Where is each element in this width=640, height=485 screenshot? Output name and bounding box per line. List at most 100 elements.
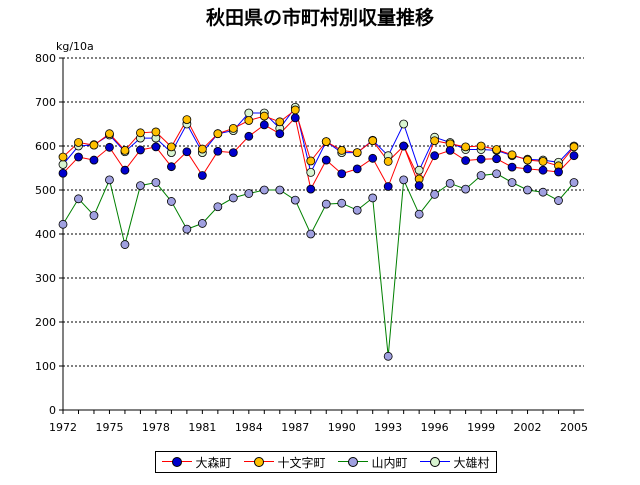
series-line-1 [62,116,575,191]
data-point-2 [430,136,440,146]
data-point-3 [136,181,145,191]
data-point-2 [290,105,300,115]
data-point-2 [89,140,99,150]
data-point-1 [166,162,176,172]
data-point-3 [461,184,471,194]
x-tick-label: 2002 [514,421,542,434]
axis-layer: 0 100 200 300 400 500 600 700 800 1972 1975 1978 198… [35,52,588,434]
data-point-3 [538,187,548,197]
data-point-2 [368,136,378,146]
x-tick-label: 1972 [49,421,77,434]
legend-item: 大森町 [162,454,232,471]
data-point-2 [58,152,68,162]
data-point-3 [74,194,83,204]
data-point-1 [507,162,517,172]
legend-swatch [162,457,193,467]
data-point-1 [182,147,192,157]
grid-layer [63,57,584,367]
data-point-1 [275,129,285,139]
legend-label: 大雄村 [453,455,490,470]
data-point-2 [461,142,471,152]
legend-label: 十文字町 [277,455,326,470]
chart-title: 秋田県の市町村別収量推移 [206,6,434,29]
data-point-2 [507,150,517,160]
y-tick-label: 600 [35,140,56,153]
legend-swatch [338,457,369,467]
data-point-2 [105,129,114,139]
data-point-1 [306,184,316,194]
data-point-2 [259,111,269,121]
series-line-3 [62,173,575,357]
data-point-2 [120,145,130,155]
data-point-1 [368,153,378,163]
data-point-4 [306,167,316,177]
data-point-3 [430,189,440,199]
data-point-3 [399,175,409,185]
data-point-1 [445,145,455,155]
data-point-1 [461,156,471,165]
data-point-3 [507,178,517,187]
data-point-2 [275,117,285,127]
data-point-1 [213,146,223,156]
data-point-3 [492,169,501,179]
data-point-2 [182,115,192,124]
data-point-3 [228,193,238,203]
data-point-3 [414,209,424,219]
data-point-1 [244,131,254,141]
x-tick-label: 1996 [421,421,449,434]
data-point-1 [120,165,130,175]
data-point-2 [244,116,254,125]
data-point-1 [569,151,579,161]
data-point-2 [306,156,316,166]
data-point-2 [352,148,362,158]
data-point-1 [414,181,424,191]
data-point-1 [259,120,269,130]
legend-marker [254,457,265,467]
data-point-3 [554,196,563,205]
data-point-2 [523,155,532,165]
data-point-1 [321,155,331,165]
data-point-3 [306,229,316,239]
series-layer [58,102,579,361]
data-point-2 [337,145,347,155]
x-tick-label: 2005 [560,421,588,434]
legend-label: 大森町 [195,455,232,470]
data-point-3 [337,198,347,208]
data-point-1 [538,165,548,175]
data-point-3 [275,185,285,195]
legend-item: 山内町 [338,454,408,471]
data-point-2 [197,144,207,154]
data-point-1 [337,169,347,179]
x-tick-label: 1981 [188,421,216,434]
data-point-3 [352,205,362,215]
data-point-1 [58,168,68,178]
legend-item: 十文字町 [244,454,326,471]
data-point-3 [321,199,331,209]
y-tick-label: 700 [35,96,56,109]
x-tick-label: 1993 [374,421,402,434]
x-tick-label: 1978 [142,421,170,434]
data-point-2 [166,142,176,152]
data-point-3 [151,178,161,187]
data-point-1 [399,141,409,151]
data-point-3 [368,193,378,203]
x-tick-label: 1987 [281,421,309,434]
data-point-2 [569,142,579,152]
series-line-2 [62,109,575,181]
data-point-3 [89,211,99,220]
data-point-2 [74,138,83,147]
y-tick-label: 0 [49,404,56,417]
data-point-1 [105,142,114,152]
series-line-4 [62,106,575,174]
data-point-1 [89,155,99,165]
data-point-1 [523,164,532,174]
data-point-1 [228,148,238,158]
legend-marker [172,457,183,467]
data-point-3 [58,219,68,229]
y-tick-label: 200 [35,316,56,329]
data-point-2 [476,141,486,151]
legend-swatch [244,457,275,467]
data-point-1 [554,167,563,177]
y-tick-label: 500 [35,184,56,197]
data-point-3 [476,171,486,180]
